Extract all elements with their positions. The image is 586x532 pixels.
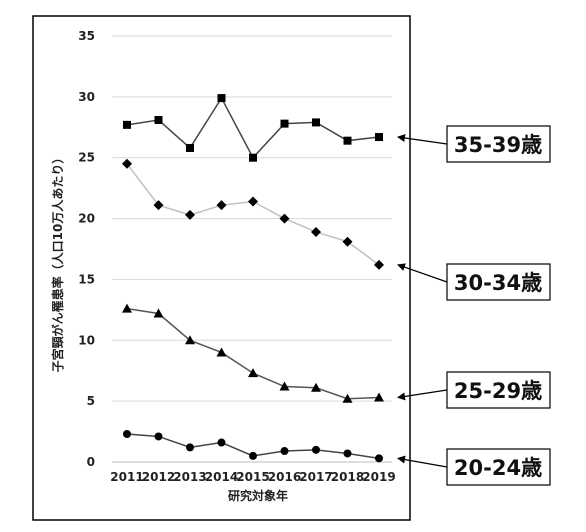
point	[216, 200, 227, 211]
point	[186, 443, 194, 452]
point	[374, 259, 384, 270]
point	[185, 335, 195, 345]
x-tick-label: 2016	[268, 470, 301, 484]
callouts: 35-39歳 30-34歳 25-29歳 20-24歳	[397, 125, 551, 486]
point	[217, 94, 226, 103]
x-axis-title: 研究対象年	[228, 488, 288, 503]
point	[312, 445, 320, 454]
y-tick-label: 15	[78, 272, 95, 286]
y-axis-title: 子宮頸がん罹患率（人口10万人あたり）	[50, 152, 65, 373]
point	[279, 381, 290, 391]
point	[186, 143, 194, 152]
callout-label: 35-39歳	[454, 133, 542, 157]
callout-arrow	[397, 134, 448, 145]
callout-30-34歳: 30-34歳	[397, 263, 551, 301]
point	[279, 213, 290, 224]
callout-35-39歳: 35-39歳	[397, 125, 551, 163]
callout-arrow	[397, 263, 448, 283]
x-tick-label: 2018	[331, 470, 364, 484]
callout-label: 20-24歳	[454, 456, 542, 480]
point	[153, 308, 164, 318]
point	[217, 438, 226, 447]
x-tick-label: 2019	[362, 470, 395, 484]
point	[154, 115, 163, 124]
point	[123, 120, 131, 129]
point	[122, 158, 132, 169]
point	[280, 447, 289, 456]
x-tick-label: 2014	[205, 470, 238, 484]
point	[342, 236, 353, 247]
x-tick-label: 2013	[173, 470, 206, 484]
series-20-24歳	[123, 430, 383, 463]
series-25-29歳	[122, 303, 384, 403]
point	[248, 368, 258, 378]
x-tick-label: 2011	[110, 470, 143, 484]
series-layer	[122, 94, 384, 463]
point	[248, 196, 258, 207]
y-tick-label: 10	[78, 333, 95, 347]
point	[374, 392, 384, 402]
y-tick-label: 35	[78, 29, 95, 43]
point	[375, 454, 383, 463]
point	[123, 430, 131, 439]
x-tick-label: 2015	[236, 470, 269, 484]
callout-20-24歳: 20-24歳	[397, 448, 551, 486]
callout-box	[446, 371, 551, 409]
callout-25-29歳: 25-29歳	[397, 371, 551, 409]
point	[343, 449, 352, 458]
point	[280, 119, 289, 128]
point	[343, 136, 352, 145]
callout-label: 30-34歳	[454, 271, 542, 295]
y-ticks: 0 5 10 15 20 25 30 35	[78, 29, 95, 469]
point	[375, 133, 383, 142]
y-tick-label: 0	[87, 455, 95, 469]
point	[342, 393, 353, 403]
point	[185, 209, 195, 220]
point	[122, 303, 132, 313]
callout-label: 25-29歳	[454, 379, 542, 403]
point	[153, 200, 164, 211]
x-tick-label: 2017	[299, 470, 332, 484]
point	[249, 451, 257, 460]
point	[154, 432, 163, 441]
point	[311, 226, 321, 237]
callout-arrow	[397, 389, 448, 401]
series-30-34歳	[122, 158, 384, 270]
point	[311, 382, 321, 392]
y-tick-label: 5	[87, 394, 95, 408]
series-35-39歳	[123, 94, 383, 162]
y-tick-label: 20	[78, 212, 95, 226]
x-tick-label: 2012	[142, 470, 175, 484]
point	[249, 153, 257, 162]
point	[216, 347, 227, 357]
callout-arrow	[397, 455, 448, 468]
callout-box	[446, 263, 551, 301]
point	[312, 118, 320, 127]
y-tick-label: 25	[78, 151, 95, 165]
callout-box	[446, 125, 551, 163]
callout-box	[446, 448, 551, 486]
y-tick-label: 30	[78, 90, 95, 104]
